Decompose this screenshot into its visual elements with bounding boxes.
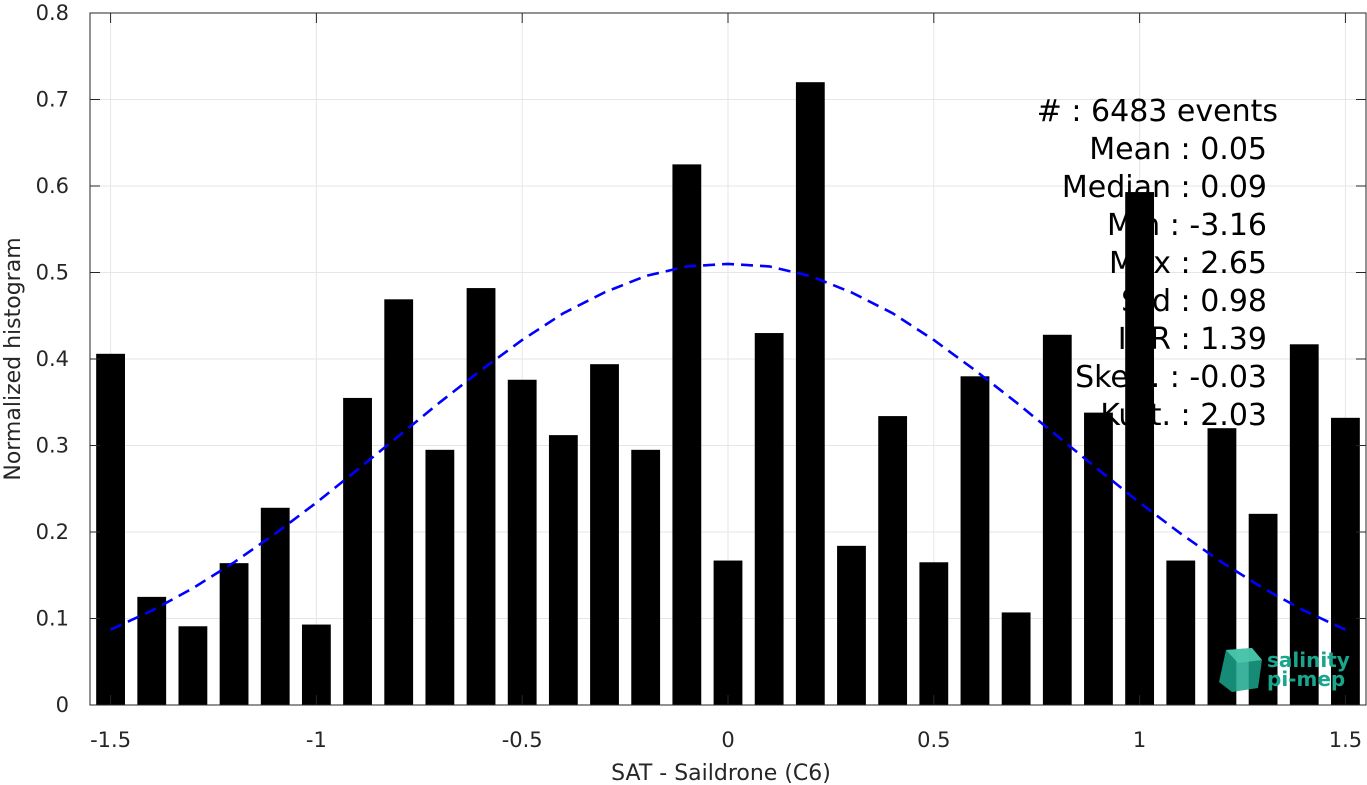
stat-line: Std : 0.98 xyxy=(1121,284,1267,319)
histogram-bar xyxy=(1289,344,1319,705)
histogram-bar xyxy=(1001,612,1031,705)
histogram-bar xyxy=(960,376,990,705)
stat-line: Max : 2.65 xyxy=(1109,246,1267,281)
y-tick-label: 0.4 xyxy=(36,347,69,371)
axes xyxy=(89,12,1367,706)
y-tick-label: 0.1 xyxy=(36,607,69,631)
y-tick-label: 0 xyxy=(56,693,69,717)
histogram-bar xyxy=(137,596,167,705)
histogram-bar xyxy=(919,562,949,705)
histogram-bar xyxy=(754,333,784,705)
stat-line: # : 6483 events xyxy=(1037,94,1278,129)
logo-text-line1: salinity xyxy=(1267,648,1350,672)
salinity-pi-mep-logo: salinity pi-mep xyxy=(1219,648,1350,692)
histogram-bar xyxy=(631,449,661,705)
histogram-bar xyxy=(507,379,537,705)
histogram-bar xyxy=(1331,417,1360,705)
histogram-bar xyxy=(384,299,414,705)
histogram-bar xyxy=(260,507,290,705)
histogram-bar xyxy=(878,416,908,705)
histogram-bar xyxy=(837,545,866,705)
histogram-bar xyxy=(795,82,825,705)
histogram-bar xyxy=(178,626,208,705)
x-tick-label: 1 xyxy=(1133,728,1146,752)
histogram-bar xyxy=(548,435,578,705)
y-tick-label: 0.8 xyxy=(36,1,69,25)
histogram-bar xyxy=(466,288,496,705)
fit-curve xyxy=(110,262,1346,631)
y-tick-label: 0.6 xyxy=(36,174,69,198)
stat-line: Mean : 0.05 xyxy=(1089,132,1267,167)
histogram-bar xyxy=(425,449,455,705)
stat-line: Skew. : -0.03 xyxy=(1075,360,1267,395)
bars xyxy=(96,82,1360,705)
histogram-bar xyxy=(96,353,125,705)
x-tick-label: -0.5 xyxy=(502,728,543,752)
histogram-bar xyxy=(1084,412,1113,705)
y-tick-labels: 0 0.1 0.2 0.3 0.4 0.5 0.6 0.7 0.8 xyxy=(36,1,69,717)
y-axis-label: Normalized histogram xyxy=(1,237,26,480)
histogram-bar xyxy=(301,624,331,705)
x-tick-label: 1.5 xyxy=(1329,728,1362,752)
x-tick-label: -1 xyxy=(306,728,327,752)
y-tick-label: 0.7 xyxy=(36,88,69,112)
histogram-bar xyxy=(343,397,372,705)
histogram-bar xyxy=(1125,192,1155,705)
histogram-bar xyxy=(219,563,249,705)
stat-line: Kurt. : 2.03 xyxy=(1100,398,1267,433)
stat-line: IQR : 1.39 xyxy=(1118,322,1267,357)
histogram-bar xyxy=(672,164,702,705)
logo-text-line2: pi-mep xyxy=(1267,667,1345,691)
y-tick-label: 0.3 xyxy=(36,434,69,458)
y-tick-label: 0.5 xyxy=(36,261,69,285)
stat-line: Median : 0.09 xyxy=(1062,170,1267,205)
histogram-bar xyxy=(1042,334,1072,705)
x-tick-label: 0.5 xyxy=(917,728,950,752)
stat-line: Min : -3.16 xyxy=(1107,208,1267,243)
x-tick-label: -1.5 xyxy=(90,728,131,752)
x-tick-labels: -1.5 -1 -0.5 0 0.5 1 1.5 xyxy=(90,728,1362,752)
histogram-bar xyxy=(713,560,743,705)
histogram-bar xyxy=(590,364,619,705)
y-tick-label: 0.2 xyxy=(36,520,69,544)
x-axis-label: SAT - Saildrone (C6) xyxy=(611,761,831,785)
histogram-bar xyxy=(1166,560,1196,705)
x-tick-label: 0 xyxy=(721,728,734,752)
